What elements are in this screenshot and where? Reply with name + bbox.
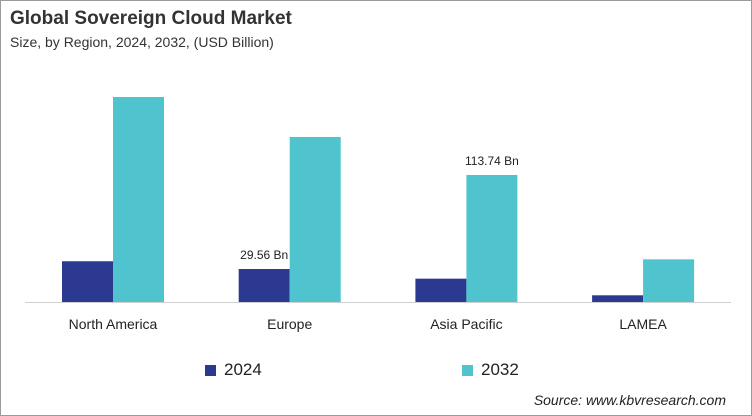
- bar-2024-europe: [238, 268, 290, 302]
- chart-title: Global Sovereign Cloud Market: [10, 8, 292, 29]
- bar-2024-asia-pacific: [415, 278, 467, 302]
- x-tick-label: LAMEA: [619, 316, 667, 332]
- data-label: 113.74 Bn: [465, 154, 519, 168]
- legend-swatch-2024: [205, 364, 216, 376]
- bar-2032-europe: [289, 136, 341, 302]
- legend-item-2024: 2024: [205, 360, 262, 380]
- bar-2032-asia-pacific: [466, 175, 518, 302]
- bar-2024-lamea: [592, 295, 644, 302]
- chart-subtitle: Size, by Region, 2024, 2032, (USD Billio…: [10, 34, 274, 50]
- x-tick-label: North America: [69, 316, 158, 332]
- bar-2032-north-america: [113, 96, 164, 302]
- bar-2032-lamea: [643, 259, 695, 302]
- bar-2024-north-america: [62, 261, 113, 302]
- data-label: 29.56 Bn: [240, 248, 288, 262]
- legend-label-2024: 2024: [224, 360, 262, 379]
- x-tick-label: Europe: [267, 316, 312, 332]
- source-note: Source: www.kbvresearch.com: [533, 392, 726, 408]
- legend-item-2032: 2032: [462, 360, 519, 380]
- x-tick-label: Asia Pacific: [430, 316, 502, 332]
- legend-swatch-2032: [462, 364, 473, 376]
- legend-label-2032: 2032: [481, 360, 519, 379]
